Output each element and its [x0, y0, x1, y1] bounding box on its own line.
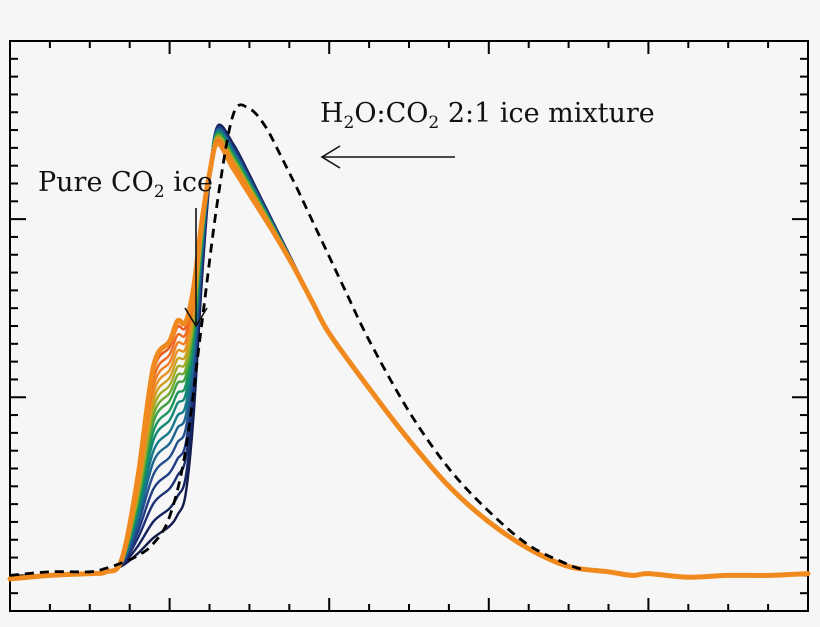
axis-ticks — [9, 40, 809, 612]
pure-annotation: Pure CO2 ice — [38, 167, 213, 328]
mixture-annotation: H2O:CO2 2:1 ice mixture — [320, 98, 655, 169]
series-group — [7, 123, 811, 582]
pure-arrow-head — [184, 307, 208, 328]
dashed-series-group — [9, 103, 586, 577]
pure-label: Pure CO2 ice — [38, 167, 213, 202]
mixture-label: H2O:CO2 2:1 ice mixture — [320, 98, 655, 133]
mixture-arrow-head — [320, 145, 341, 169]
mixture-dashed-line — [9, 103, 586, 577]
series-line — [7, 141, 811, 582]
